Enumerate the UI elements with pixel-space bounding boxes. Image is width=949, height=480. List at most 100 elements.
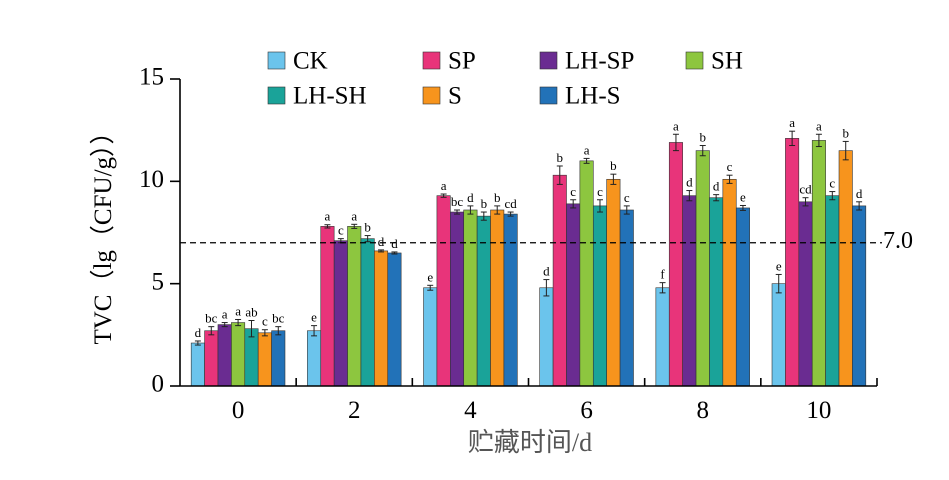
bar [190, 342, 205, 387]
x-tick-label: 4 [464, 397, 477, 424]
significance-letter: bc [205, 311, 218, 326]
significance-letter: f [660, 267, 665, 282]
significance-letter: a [235, 303, 241, 318]
legend-label: CK [293, 48, 328, 75]
significance-letter: b [494, 190, 501, 205]
legend-label: SP [448, 48, 476, 75]
bar [320, 226, 335, 387]
significance-letter: a [441, 178, 447, 193]
bar [811, 140, 826, 387]
bar [204, 330, 219, 387]
significance-letter: b [842, 125, 849, 140]
bar [709, 197, 724, 387]
bar [307, 330, 322, 387]
bar [217, 324, 232, 387]
significance-letter: d [543, 264, 550, 279]
significance-letter: c [570, 184, 576, 199]
bar [722, 178, 737, 387]
significance-letter: d [686, 175, 693, 190]
bar [347, 226, 362, 387]
bar [852, 205, 867, 387]
legend-label: S [448, 83, 462, 110]
ticks-layer: 0 5 10 15 0 2 4 6 8 10 [139, 64, 878, 424]
significance-letter: d [378, 234, 385, 249]
x-tick-label: 0 [232, 397, 245, 424]
significance-letter: a [325, 209, 331, 224]
bar [476, 215, 491, 387]
y-tick-label: 0 [152, 371, 165, 398]
legend-label: SH [711, 48, 743, 75]
significance-letter: c [262, 314, 268, 329]
significance-letter: e [311, 310, 317, 325]
bar [360, 238, 375, 387]
legend-label: LH-SH [293, 83, 367, 110]
bar [668, 142, 683, 387]
bar [735, 207, 750, 387]
bar [606, 178, 621, 387]
significance-letter: c [624, 190, 630, 205]
bar [552, 174, 567, 387]
bar [579, 160, 594, 387]
y-tick-label: 10 [139, 166, 164, 193]
legend-label: LH-SP [565, 48, 634, 75]
bar [785, 138, 800, 387]
bar [695, 150, 710, 387]
legend-swatch [539, 86, 558, 105]
significance-letter: b [610, 158, 617, 173]
x-tick-label: 6 [580, 397, 593, 424]
significance-letter: cd [799, 182, 812, 197]
bar [825, 195, 840, 387]
bar [682, 195, 697, 387]
significance-letter: ab [245, 305, 257, 320]
significance-letter: b [557, 150, 564, 165]
legend-swatch [539, 51, 558, 70]
bar [333, 240, 348, 387]
bar [387, 252, 402, 387]
significance-letter: b [700, 130, 707, 145]
y-tick-label: 5 [152, 268, 165, 295]
significance-letter: a [584, 142, 590, 157]
bar [655, 287, 670, 387]
legend-label: LH-S [565, 83, 621, 110]
significance-letter: e [740, 189, 746, 204]
significance-letter: cd [504, 196, 517, 211]
bar [271, 330, 286, 387]
bar [771, 283, 786, 387]
significance-letter: e [776, 258, 782, 273]
bar [257, 332, 272, 387]
significance-letter: d [391, 236, 398, 251]
legend-swatch [267, 86, 286, 105]
bar [231, 322, 246, 387]
significance-letter: b [364, 220, 371, 235]
significance-letter: d [195, 325, 202, 340]
significance-letter: c [829, 176, 835, 191]
bar [592, 205, 607, 387]
bar [503, 213, 518, 387]
significance-letter: b [481, 196, 488, 211]
y-tick-label: 15 [139, 64, 164, 91]
significance-letter: e [427, 269, 433, 284]
legend: CK SP LH-SP SH LH-SH S LH-S [267, 48, 743, 110]
bar [374, 250, 389, 387]
bar [539, 287, 554, 387]
legend-swatch [422, 51, 441, 70]
legend-swatch [422, 86, 441, 105]
bar [423, 287, 438, 387]
significance-letter: bc [272, 311, 285, 326]
significance-letter: d [713, 179, 720, 194]
x-tick-label: 10 [806, 397, 831, 424]
significance-letter: bc [451, 194, 464, 209]
significance-letter: c [597, 184, 603, 199]
x-axis-title: 贮藏时间/d [468, 428, 592, 457]
significance-letter: c [338, 223, 344, 238]
x-tick-label: 2 [348, 397, 361, 424]
significance-letter: c [727, 159, 733, 174]
bar [798, 201, 813, 387]
y-axis-title: TVC（lg（CFU/g）） [89, 119, 117, 344]
legend-swatch [685, 51, 704, 70]
bar [619, 209, 634, 387]
significance-letter: a [351, 208, 357, 223]
legend-swatch [267, 51, 286, 70]
